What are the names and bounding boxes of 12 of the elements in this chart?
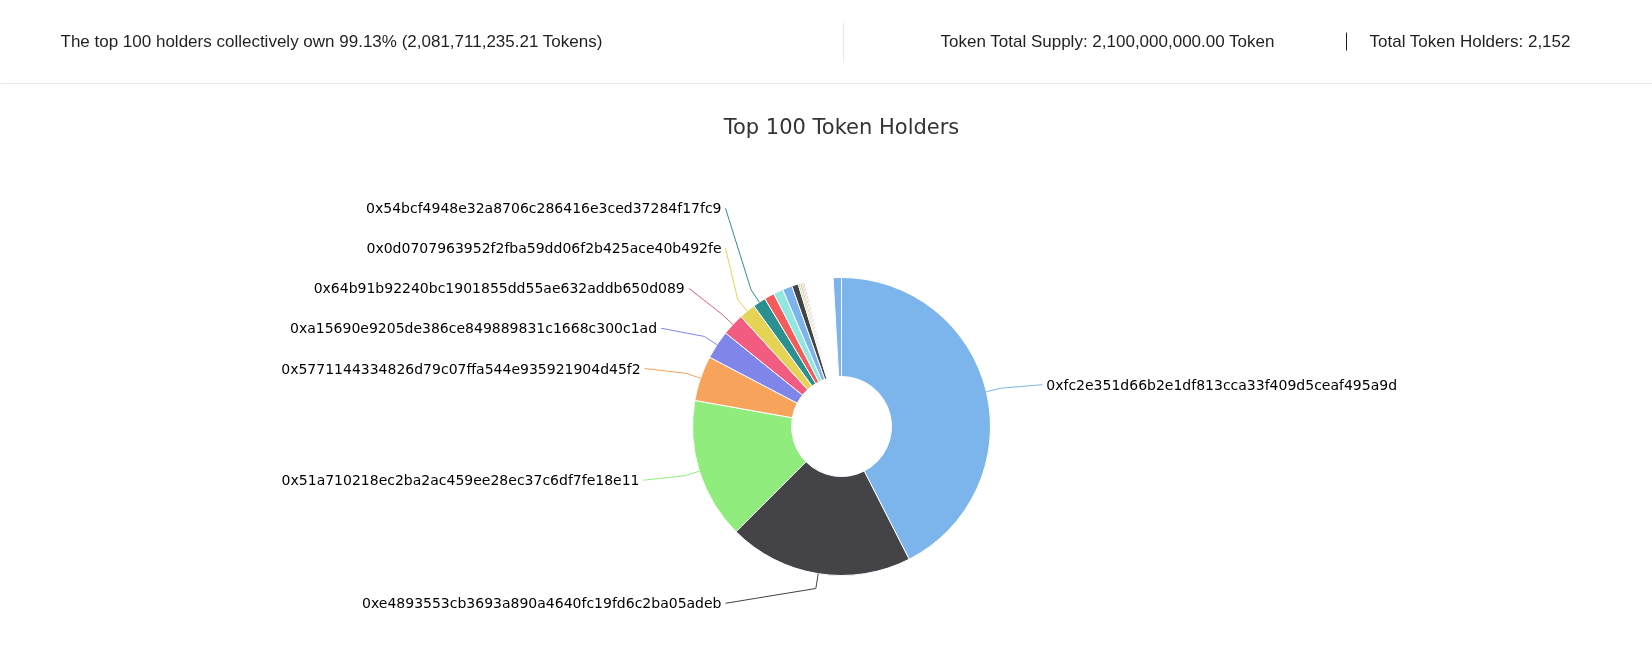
slice-label: 0x5771144334826d79c07ffa544e935921904d45f2 xyxy=(281,360,641,377)
text: Total Token Holders: 2,152 xyxy=(1369,32,1571,51)
slice-label: 0xa15690e9205de386ce849889831c1668c300c1ad xyxy=(289,320,658,337)
chart-title: Top 100 Token Holders xyxy=(722,114,960,139)
slice-label: 0x0d0707963952f2fba59dd06f2b425ace40b492fe xyxy=(366,240,722,257)
slice-label: 0x64b91b92240bc1901855dd55ae632addb650d089 xyxy=(313,280,685,297)
slice-label: 0xe4893553cb3693a890a4640fc19fd6c2ba05adeb xyxy=(362,595,722,612)
slice-label: 0x54bcf4948e32a8706c286416e3ced37284f17fc9 xyxy=(366,200,722,217)
slice-label: 0xfc2e351d66b2e1df813cca33f409d5ceaf495a9d xyxy=(1046,376,1398,393)
text: Token Total Supply: 2,100,000,000.00 Token xyxy=(940,32,1275,51)
text: The top 100 holders collectively own 99.13% (2,081,711,235.21 Tokens) xyxy=(60,32,603,51)
slice-label: 0x51a710218ec2ba2ac459ee28ec37c6df7fe18e11 xyxy=(281,472,640,489)
